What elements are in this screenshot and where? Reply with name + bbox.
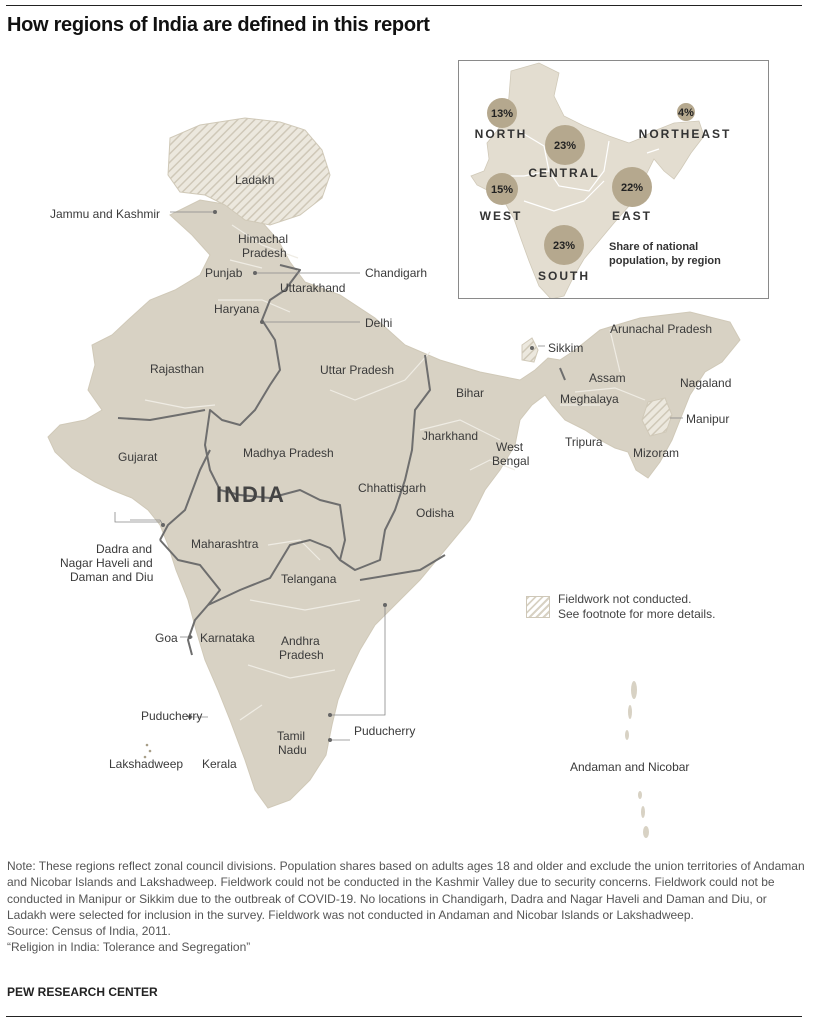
region-east: EAST [612, 209, 652, 223]
region-northeast: NORTHEAST [639, 127, 732, 141]
bubble-south [544, 225, 584, 265]
main-country-label: INDIA [216, 482, 286, 507]
label-assam: Assam [589, 371, 626, 385]
inset-caption-line2: population, by region [609, 255, 721, 267]
state-labels: Ladakh Jammu and Kashmir Himachal Prades… [50, 173, 731, 774]
region-central: CENTRAL [528, 166, 599, 180]
label-west-bengal-2: Bengal [492, 454, 529, 468]
label-maharashtra: Maharashtra [191, 537, 259, 551]
label-chandigarh: Chandigarh [365, 266, 427, 280]
label-ladakh: Ladakh [235, 173, 274, 187]
label-dadra-2: Nagar Haveli and [60, 556, 153, 570]
region-boundaries [117, 264, 566, 656]
page-title: How regions of India are defined in this… [7, 14, 430, 36]
label-puducherry-east: Puducherry [354, 724, 415, 738]
label-dadra-1: Dadra and [96, 542, 152, 556]
region-inset: 13% 23% 4% 15% 22% 23% NORTH CENTRAL NOR… [458, 60, 769, 300]
label-himachal-1: Himachal [238, 232, 288, 246]
label-west-bengal-1: West [496, 440, 524, 454]
pew-brand: PEW RESEARCH CENTER [7, 985, 158, 999]
bubble-northeast [677, 103, 695, 121]
lakshadweep-islands [143, 743, 152, 759]
label-meghalaya: Meghalaya [560, 392, 619, 406]
footnotes: Note: These regions reflect zonal counci… [7, 858, 807, 956]
label-goa: Goa [155, 631, 178, 645]
label-karnataka: Karnataka [200, 631, 255, 645]
label-odisha: Odisha [416, 506, 454, 520]
label-puducherry-west: Puducherry [141, 709, 202, 723]
india-mainland [47, 199, 741, 809]
label-tripura: Tripura [565, 435, 603, 449]
ladakh-area [167, 117, 331, 226]
region-north: NORTH [475, 127, 528, 141]
label-lakshadweep: Lakshadweep [109, 757, 183, 771]
label-sikkim: Sikkim [548, 341, 583, 355]
label-mizoram: Mizoram [633, 446, 679, 460]
label-manipur: Manipur [686, 412, 729, 426]
label-gujarat: Gujarat [118, 450, 158, 464]
label-andaman-nicobar: Andaman and Nicobar [570, 760, 689, 774]
pct-west: 15% [491, 184, 513, 196]
top-rule [6, 5, 802, 6]
label-tamil-nadu-1: Tamil [277, 729, 305, 743]
pct-central: 23% [554, 140, 576, 152]
leader-dots [161, 210, 534, 742]
label-uttarakhand: Uttarakhand [280, 281, 345, 295]
andaman-nicobar-islands [625, 681, 649, 838]
inset-overlay: 13% 23% 4% 15% 22% 23% NORTH CENTRAL NOR… [475, 98, 732, 283]
bubble-west [486, 173, 518, 205]
label-chhattisgarh: Chhattisgarh [358, 481, 426, 495]
label-delhi: Delhi [365, 316, 392, 330]
label-bihar: Bihar [456, 386, 484, 400]
pct-east: 22% [621, 182, 643, 194]
manipur-area [641, 397, 673, 437]
india-map: Ladakh Jammu and Kashmir Himachal Prades… [47, 117, 741, 838]
label-nagaland: Nagaland [680, 376, 731, 390]
label-tamil-nadu-2: Nadu [278, 743, 307, 757]
bubble-central [545, 125, 585, 165]
inset-india-shape [470, 62, 705, 300]
label-jharkhand: Jharkhand [422, 429, 478, 443]
leader-lines [114, 211, 683, 741]
report-title: “Religion in India: Tolerance and Segreg… [7, 940, 251, 955]
label-jammu-kashmir: Jammu and Kashmir [50, 207, 160, 221]
label-uttar-pradesh: Uttar Pradesh [320, 363, 394, 377]
note-text: Note: These regions reflect zonal counci… [7, 859, 805, 922]
label-rajasthan: Rajasthan [150, 362, 204, 376]
label-haryana: Haryana [214, 302, 260, 316]
label-punjab: Punjab [205, 266, 243, 280]
label-andhra-1: Andhra [281, 634, 320, 648]
state-borders [144, 224, 646, 721]
label-madhya-pradesh: Madhya Pradesh [243, 446, 334, 460]
bubble-east [612, 167, 652, 207]
region-west: WEST [480, 209, 523, 223]
legend-line1: Fieldwork not conducted. [558, 592, 692, 606]
region-south: SOUTH [538, 269, 590, 283]
sikkim-area [521, 337, 539, 363]
label-andhra-2: Pradesh [279, 648, 324, 662]
label-himachal-2: Pradesh [242, 246, 287, 260]
bubble-north [487, 98, 517, 128]
label-kerala: Kerala [202, 757, 237, 771]
pct-northeast: 4% [678, 107, 694, 119]
legend-text: Fieldwork not conducted. See footnote fo… [558, 592, 715, 622]
hatch-swatch [526, 596, 550, 618]
legend-line2: See footnote for more details. [558, 607, 716, 621]
label-dadra-3: Daman and Diu [70, 570, 153, 584]
pct-south: 23% [553, 240, 575, 252]
inset-caption-line1: Share of national [609, 241, 698, 253]
label-telangana: Telangana [281, 572, 337, 586]
pct-north: 13% [491, 108, 513, 120]
label-arunachal: Arunachal Pradesh [610, 322, 712, 336]
bottom-rule [6, 1016, 802, 1017]
inset-map [470, 62, 705, 300]
source-text: Source: Census of India, 2011. [7, 924, 171, 939]
